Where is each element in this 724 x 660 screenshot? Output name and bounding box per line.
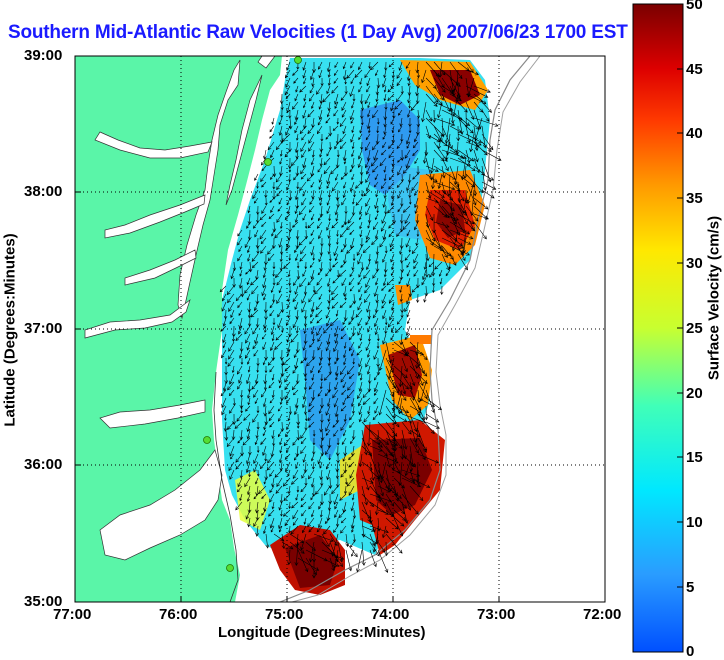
y-axis-label: Latitude (Degrees:Minutes) bbox=[1, 233, 19, 427]
colorbar-tick-label: 0 bbox=[686, 643, 695, 660]
colorbar-ticks bbox=[677, 3, 683, 588]
velocity-orange-patch bbox=[395, 285, 412, 305]
radar-site-marker bbox=[226, 564, 234, 572]
eastern-shore-interior bbox=[225, 74, 263, 206]
outer-banks bbox=[213, 371, 239, 602]
y-tick-label: 36:00 bbox=[24, 456, 63, 473]
colorbar-tick-label: 35 bbox=[686, 190, 703, 207]
axis-ticks bbox=[74, 55, 606, 603]
colorbar-tick-label: 30 bbox=[686, 255, 703, 272]
x-tick-label: 77:00 bbox=[53, 606, 92, 623]
colorbar-tick-label: 15 bbox=[686, 449, 703, 466]
x-axis-label: Longitude (Degrees:Minutes) bbox=[218, 624, 426, 641]
radar-site-marker bbox=[203, 436, 211, 444]
x-tick-label: 75:00 bbox=[265, 606, 304, 623]
x-tick-label: 73:00 bbox=[477, 606, 516, 623]
velocity-yellow-patch bbox=[235, 470, 270, 530]
albemarle-sound bbox=[99, 399, 206, 429]
colorbar-label: Surface Velocity (cm/s) bbox=[705, 215, 723, 381]
radar-site-marker bbox=[264, 158, 272, 166]
velocity-darkred-patch bbox=[436, 200, 465, 238]
x-tick-label: 72:00 bbox=[583, 606, 622, 623]
colorbar-tick-label: 45 bbox=[686, 61, 703, 78]
potomac-river bbox=[94, 131, 213, 159]
y-tick-label: 37:00 bbox=[24, 320, 63, 337]
colorbar-tick-label: 40 bbox=[686, 125, 703, 142]
y-tick-label: 38:00 bbox=[24, 183, 63, 200]
pamlico-sound bbox=[99, 449, 223, 561]
colorbar bbox=[632, 3, 684, 653]
y-tick-label: 39:00 bbox=[24, 47, 63, 64]
bathymetry-contour bbox=[291, 56, 541, 602]
colorbar-tick-label: 20 bbox=[686, 385, 703, 402]
colorbar-tick-label: 5 bbox=[686, 579, 695, 596]
x-tick-label: 74:00 bbox=[371, 606, 410, 623]
rappahannock-river bbox=[104, 194, 206, 239]
velocity-orange-strip bbox=[410, 335, 432, 344]
bathymetry-contour bbox=[279, 56, 531, 602]
x-tick-label: 76:00 bbox=[159, 606, 198, 623]
colorbar-tick-label: 10 bbox=[686, 514, 703, 531]
radar-site-marker bbox=[294, 56, 302, 64]
map-title: Southern Mid-Atlantic Raw Velocities (1 … bbox=[8, 22, 628, 43]
y-tick-label: 35:00 bbox=[24, 593, 63, 610]
delaware-bay bbox=[257, 56, 276, 69]
velocity-arrow-set bbox=[219, 61, 502, 579]
velocity-vectors bbox=[219, 61, 502, 579]
colorbar-tick-label: 50 bbox=[686, 0, 703, 13]
hf-radar-sites bbox=[203, 56, 302, 572]
colorbar-tick-label: 25 bbox=[686, 320, 703, 337]
york-river bbox=[124, 249, 197, 286]
